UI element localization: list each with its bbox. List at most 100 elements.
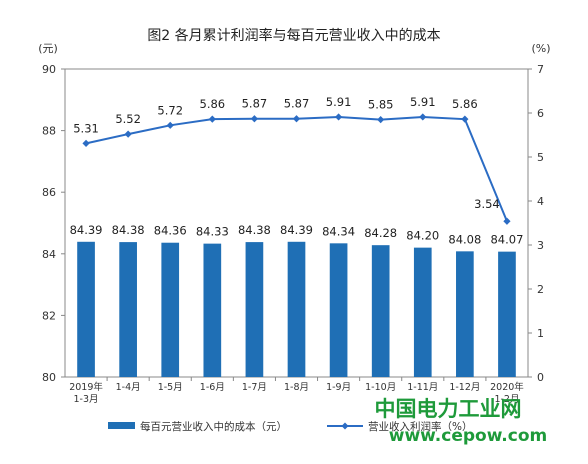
line-value-label: 5.86 bbox=[200, 97, 226, 111]
bar bbox=[413, 247, 432, 377]
chart-title: 图2 各月累计利润率与每百元营业收入中的成本 bbox=[147, 27, 440, 44]
x-tick-label: 2020年 1-2月 bbox=[490, 381, 524, 405]
x-tick-label: 1-7月 bbox=[242, 382, 267, 393]
right-tick-label: 5 bbox=[537, 151, 544, 164]
legend-bar-label: 每百元营业收入中的成本（元） bbox=[140, 420, 287, 433]
x-tick-label-line: 1-11月 bbox=[407, 382, 438, 393]
bar bbox=[456, 251, 474, 377]
bar-value-label: 84.28 bbox=[364, 226, 397, 240]
bar-value-label: 84.36 bbox=[154, 224, 187, 238]
x-tick-label: 1-10月 bbox=[365, 382, 396, 393]
x-tick-label-line: 1-4月 bbox=[116, 382, 141, 393]
left-tick-label: 90 bbox=[42, 63, 56, 76]
bar-value-label: 84.08 bbox=[448, 232, 481, 246]
bar bbox=[119, 242, 137, 377]
x-tick-label-line: 1-9月 bbox=[326, 382, 351, 393]
right-tick-label: 0 bbox=[537, 371, 544, 384]
x-tick-label-line: 1-10月 bbox=[365, 382, 396, 393]
x-tick-label: 1-8月 bbox=[284, 382, 309, 393]
x-tick-label-line: 1-2月 bbox=[494, 394, 519, 405]
watermark: 中国电力工业网 www.cepow.com bbox=[375, 397, 548, 446]
bar-series bbox=[77, 241, 516, 377]
watermark-title: 中国电力工业网 bbox=[375, 397, 522, 421]
line-point bbox=[292, 115, 301, 123]
right-tick-label: 3 bbox=[537, 239, 544, 252]
x-tick-label: 1-5月 bbox=[158, 382, 183, 393]
x-tick-label-line: 1-3月 bbox=[74, 394, 99, 405]
line-value-label: 5.52 bbox=[115, 112, 141, 126]
line-value-label: 5.72 bbox=[157, 103, 183, 117]
line-value-label: 5.87 bbox=[242, 97, 268, 111]
right-tick-label: 4 bbox=[537, 195, 544, 208]
x-tick-label-line: 1-12月 bbox=[449, 382, 480, 393]
bar bbox=[161, 242, 180, 377]
axes: 80 82 84 86 88 90 0 1 2 3 4 5 6 7 2019年 1-3月 1-4月 1-5月 1-6… bbox=[42, 63, 544, 405]
line-value-label: 5.31 bbox=[73, 121, 99, 135]
line-point bbox=[334, 113, 343, 121]
right-tick-label: 7 bbox=[537, 63, 544, 76]
x-tick-label: 1-4月 bbox=[116, 382, 141, 393]
bar bbox=[77, 241, 95, 377]
bar-value-label: 84.07 bbox=[490, 233, 523, 247]
x-tick-label-line: 2019年 bbox=[69, 381, 103, 393]
bar-value-label: 84.34 bbox=[322, 224, 355, 238]
series-line bbox=[85, 115, 508, 222]
left-tick-label: 88 bbox=[42, 125, 56, 138]
watermark-url: www.cepow.com bbox=[389, 426, 548, 446]
line-value-label: 5.85 bbox=[368, 98, 394, 112]
data-labels: 84.39 84.38 84.36 84.33 84.38 84.39 84.34 84.28… bbox=[70, 95, 524, 247]
x-tick-label: 1-11月 bbox=[407, 382, 438, 393]
bar bbox=[498, 251, 516, 377]
x-tick-label: 2019年 1-3月 bbox=[69, 381, 103, 405]
left-tick-label: 84 bbox=[42, 248, 56, 261]
bar bbox=[329, 243, 348, 377]
legend: 每百元营业收入中的成本（元） 营业收入利润率（%） bbox=[108, 420, 472, 433]
right-tick-label: 6 bbox=[537, 107, 544, 120]
left-tick-label: 86 bbox=[42, 186, 56, 199]
left-tick-label: 82 bbox=[42, 309, 56, 322]
right-axis-unit: (%) bbox=[531, 42, 550, 55]
line-series bbox=[82, 113, 511, 225]
bar bbox=[203, 243, 222, 377]
line-point bbox=[124, 130, 132, 138]
bar-value-label: 84.20 bbox=[406, 229, 439, 243]
left-axis-unit: (元) bbox=[38, 42, 58, 55]
line-point bbox=[419, 113, 427, 121]
line-value-label: 5.87 bbox=[284, 97, 310, 111]
legend-line-marker bbox=[341, 422, 349, 430]
bar-value-label: 84.39 bbox=[70, 223, 103, 237]
legend-line-label: 营业收入利润率（%） bbox=[368, 420, 472, 433]
line-value-label: 5.86 bbox=[452, 97, 478, 111]
line-point bbox=[461, 115, 469, 123]
bar bbox=[287, 241, 306, 377]
x-tick-label: 1-6月 bbox=[200, 382, 225, 393]
x-tick-label-line: 1-6月 bbox=[200, 382, 225, 393]
line-point bbox=[377, 116, 385, 124]
x-tick-label: 1-12月 bbox=[449, 382, 480, 393]
x-tick-label-line: 1-7月 bbox=[242, 382, 267, 393]
right-tick-label: 1 bbox=[537, 327, 544, 340]
bar-value-label: 84.33 bbox=[196, 225, 229, 239]
line-point bbox=[208, 115, 216, 123]
legend-bar-swatch bbox=[108, 422, 135, 429]
left-tick-label: 80 bbox=[42, 371, 56, 384]
bar-value-label: 84.38 bbox=[112, 223, 145, 237]
x-tick-label-line: 1-5月 bbox=[158, 382, 183, 393]
line-point bbox=[166, 121, 174, 129]
x-tick-label: 1-9月 bbox=[326, 382, 351, 393]
line-value-label: 3.54 bbox=[474, 197, 500, 211]
line-point bbox=[82, 139, 90, 147]
bar-value-label: 84.38 bbox=[238, 223, 271, 237]
right-tick-label: 2 bbox=[537, 283, 544, 296]
line-value-label: 5.91 bbox=[410, 95, 436, 109]
bar bbox=[371, 245, 390, 377]
bar-value-label: 84.39 bbox=[280, 223, 313, 237]
line-value-label: 5.91 bbox=[326, 95, 352, 109]
x-tick-label-line: 2020年 bbox=[490, 381, 524, 393]
line-point bbox=[250, 115, 259, 123]
bar bbox=[245, 242, 264, 377]
line-point bbox=[503, 217, 511, 225]
x-tick-label-line: 1-8月 bbox=[284, 382, 309, 393]
